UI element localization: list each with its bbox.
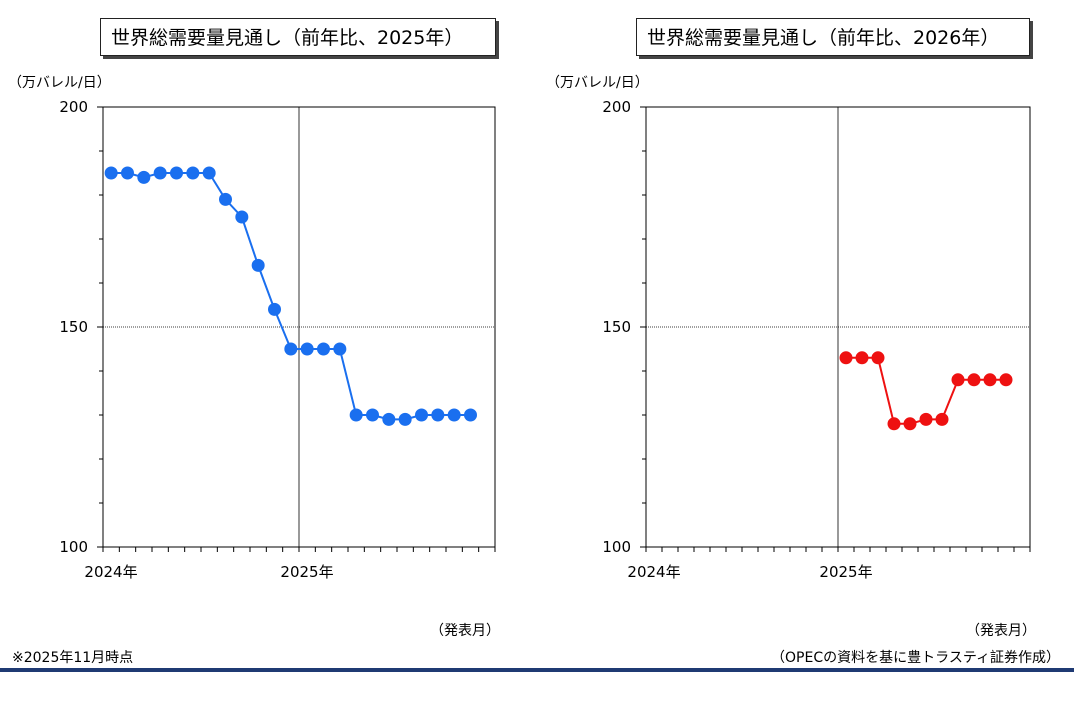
- source-note: （OPECの資料を基に豊トラスティ証券作成）: [771, 650, 1060, 666]
- chart1-data-point: [219, 192, 232, 206]
- chart2-x-tick-label: 2025年: [819, 563, 872, 581]
- chart2-y-tick-label: 150: [602, 318, 631, 336]
- chart2-data-point: [839, 351, 853, 365]
- chart1-data-point: [202, 166, 216, 180]
- chart2-data-point: [871, 351, 885, 365]
- chart1-unit-label: （万バレル/日）: [8, 75, 111, 91]
- chart1-data-point: [300, 342, 314, 356]
- chart1-data-point: [333, 342, 347, 356]
- chart2-x-axis-label: （発表月）: [966, 623, 1036, 639]
- chart2-data-point: [951, 373, 965, 387]
- chart2-data-point: [967, 373, 981, 387]
- chart1-data-point: [431, 408, 445, 422]
- chart1-y-tick-label: 150: [59, 318, 88, 336]
- chart1-data-point: [349, 408, 363, 422]
- chart2-data-point: [983, 373, 997, 387]
- chart1-title: 世界総需要量見通し（前年比、2025年）: [100, 18, 496, 56]
- chart2-y-tick-label: 100: [602, 538, 631, 556]
- chart1-data-point: [153, 166, 167, 180]
- chart1-data-point: [170, 166, 183, 180]
- chart2-data-point: [903, 417, 917, 431]
- chart1-data-point: [121, 166, 134, 180]
- chart1-series-line: [111, 172, 471, 421]
- chart1-data-point: [235, 210, 249, 224]
- chart2-title: 世界総需要量見通し（前年比、2026年）: [636, 18, 1030, 56]
- chart2-x-tick-label: 2024年: [627, 563, 680, 581]
- chart2-data-point: [999, 373, 1013, 387]
- chart1-x-axis-label: （発表月）: [430, 623, 500, 639]
- chart1-y-tick-label: 200: [59, 98, 88, 116]
- chart1-data-point: [186, 166, 200, 180]
- chart1-data-point: [137, 170, 151, 184]
- chart2-y-tick-label: 200: [602, 98, 631, 116]
- chart1-data-point: [447, 408, 461, 422]
- chart1-x-tick-label: 2025年: [280, 563, 333, 581]
- bottom-rule: [0, 668, 1074, 672]
- chart1-data-point: [398, 412, 412, 426]
- chart1-data-point: [415, 408, 428, 422]
- chart1-data-point: [382, 412, 396, 426]
- chart1-data-point: [104, 166, 118, 180]
- chart1-data-point: [366, 408, 379, 422]
- chart1-y-tick-label: 100: [59, 538, 88, 556]
- chart2-data-point: [935, 412, 949, 426]
- chart2-data-point: [919, 412, 933, 426]
- chart1-data-point: [284, 342, 298, 356]
- chart1-data-point: [268, 302, 281, 316]
- footnote: ※2025年11月時点: [12, 650, 134, 666]
- chart1-data-point: [317, 342, 330, 356]
- chart1-data-point: [251, 258, 265, 272]
- chart2-data-point: [887, 417, 901, 431]
- chart1-data-point: [464, 408, 477, 422]
- chart2-unit-label: （万バレル/日）: [546, 75, 649, 91]
- chart2-data-point: [855, 351, 869, 365]
- chart1-x-tick-label: 2024年: [84, 563, 137, 581]
